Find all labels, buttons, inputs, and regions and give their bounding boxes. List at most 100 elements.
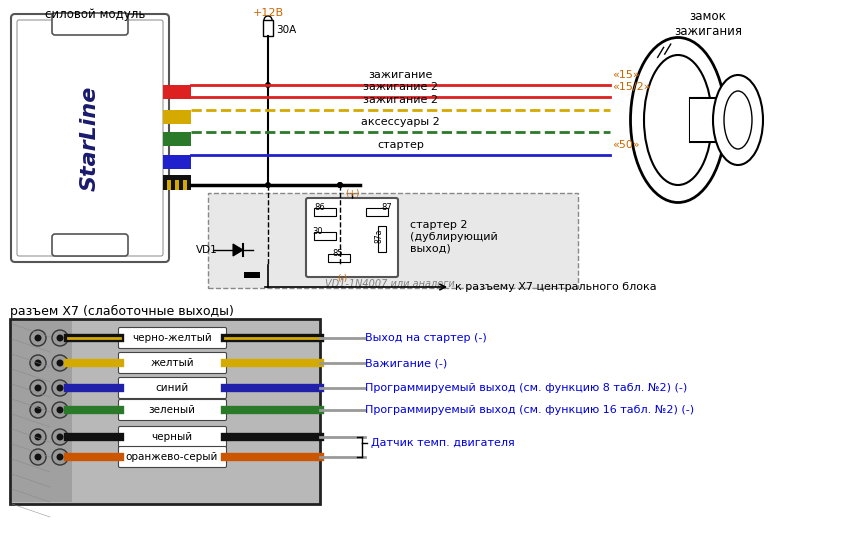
Circle shape <box>34 334 41 341</box>
Bar <box>378 226 386 252</box>
Circle shape <box>265 182 271 188</box>
Ellipse shape <box>713 75 763 165</box>
Text: 87: 87 <box>381 203 392 211</box>
Circle shape <box>57 334 64 341</box>
FancyBboxPatch shape <box>119 378 226 398</box>
Ellipse shape <box>644 55 712 185</box>
Circle shape <box>34 434 41 440</box>
Text: 85: 85 <box>332 248 342 257</box>
Bar <box>12 321 72 502</box>
Circle shape <box>34 384 41 392</box>
Bar <box>163 132 191 146</box>
Text: VD1: VD1 <box>196 245 218 255</box>
Bar <box>208 193 578 288</box>
Text: (-): (-) <box>337 274 347 283</box>
Polygon shape <box>233 244 243 256</box>
Text: VD1-1N4007 или аналоги: VD1-1N4007 или аналоги <box>325 279 455 289</box>
Text: Датчик темп. двигателя: Датчик темп. двигателя <box>371 438 515 448</box>
Circle shape <box>57 434 64 440</box>
Text: (+): (+) <box>345 189 359 198</box>
Bar <box>179 180 183 190</box>
Circle shape <box>34 454 41 460</box>
Bar <box>263 20 273 36</box>
Bar <box>10 319 320 504</box>
Circle shape <box>52 429 68 445</box>
Bar <box>244 272 260 278</box>
FancyBboxPatch shape <box>119 446 226 468</box>
Circle shape <box>30 449 46 465</box>
Bar <box>183 180 187 190</box>
FancyBboxPatch shape <box>119 328 226 349</box>
Bar <box>366 208 388 216</box>
Ellipse shape <box>724 91 752 149</box>
Bar <box>690 98 740 142</box>
Text: Важигание (-): Важигание (-) <box>365 358 447 368</box>
Circle shape <box>30 355 46 371</box>
Text: 87a: 87a <box>374 229 383 243</box>
Circle shape <box>52 355 68 371</box>
Bar <box>163 155 191 169</box>
Text: 30: 30 <box>312 227 322 235</box>
Circle shape <box>57 454 64 460</box>
FancyBboxPatch shape <box>119 400 226 421</box>
Text: оранжево-серый: оранжево-серый <box>126 452 218 462</box>
Circle shape <box>264 16 272 24</box>
Ellipse shape <box>630 37 726 203</box>
Text: «15»: «15» <box>612 70 640 80</box>
Circle shape <box>52 330 68 346</box>
Text: синий: синий <box>156 383 188 393</box>
Text: Выход на стартер (-): Выход на стартер (-) <box>365 333 487 343</box>
Bar <box>171 180 175 190</box>
Text: к разъему X7 центрального блока: к разъему X7 центрального блока <box>455 282 657 292</box>
Circle shape <box>57 406 64 413</box>
Text: Программируемый выход (см. функцию 16 табл. №2) (-): Программируемый выход (см. функцию 16 та… <box>365 405 694 415</box>
Text: стартер: стартер <box>377 140 424 150</box>
Text: 30А: 30А <box>276 25 296 35</box>
Bar <box>328 254 350 262</box>
Circle shape <box>57 359 64 367</box>
Circle shape <box>30 330 46 346</box>
Bar <box>187 180 191 190</box>
Circle shape <box>52 402 68 418</box>
Circle shape <box>34 406 41 413</box>
Text: силовой модуль: силовой модуль <box>45 8 145 21</box>
FancyBboxPatch shape <box>119 353 226 373</box>
Circle shape <box>30 380 46 396</box>
Circle shape <box>52 380 68 396</box>
Text: аксессуары 2: аксессуары 2 <box>361 117 439 127</box>
Circle shape <box>57 384 64 392</box>
Bar <box>175 180 179 190</box>
Text: зажигание 2: зажигание 2 <box>363 95 438 105</box>
FancyBboxPatch shape <box>306 198 398 277</box>
Circle shape <box>337 182 343 188</box>
Text: «15/2»: «15/2» <box>612 82 650 92</box>
Circle shape <box>265 82 271 88</box>
FancyBboxPatch shape <box>52 13 128 35</box>
Text: зеленый: зеленый <box>149 405 195 415</box>
Bar <box>167 180 171 190</box>
Text: замок
зажигания: замок зажигания <box>674 10 742 38</box>
Bar <box>163 85 191 99</box>
FancyBboxPatch shape <box>52 234 128 256</box>
Text: Программируемый выход (см. функцию 8 табл. №2) (-): Программируемый выход (см. функцию 8 таб… <box>365 383 687 393</box>
Circle shape <box>34 359 41 367</box>
Bar <box>163 110 191 124</box>
Text: черно-желтый: черно-желтый <box>132 333 212 343</box>
Text: черный: черный <box>151 432 193 442</box>
Text: зажигание 2: зажигание 2 <box>363 82 438 92</box>
Text: StarLine: StarLine <box>80 85 100 191</box>
Circle shape <box>30 402 46 418</box>
Text: разъем X7 (слаботочные выходы): разъем X7 (слаботочные выходы) <box>10 305 234 318</box>
Text: желтый: желтый <box>150 358 194 368</box>
Bar <box>314 208 336 216</box>
Text: стартер 2
(дублирующий
выход): стартер 2 (дублирующий выход) <box>410 220 498 253</box>
Text: зажигание: зажигание <box>368 70 433 80</box>
FancyBboxPatch shape <box>11 14 169 262</box>
Circle shape <box>30 429 46 445</box>
Text: «50»: «50» <box>612 140 640 150</box>
Text: 86: 86 <box>314 203 325 211</box>
Circle shape <box>52 449 68 465</box>
FancyBboxPatch shape <box>119 426 226 448</box>
Bar <box>163 180 167 190</box>
Text: +12В: +12В <box>253 8 284 18</box>
